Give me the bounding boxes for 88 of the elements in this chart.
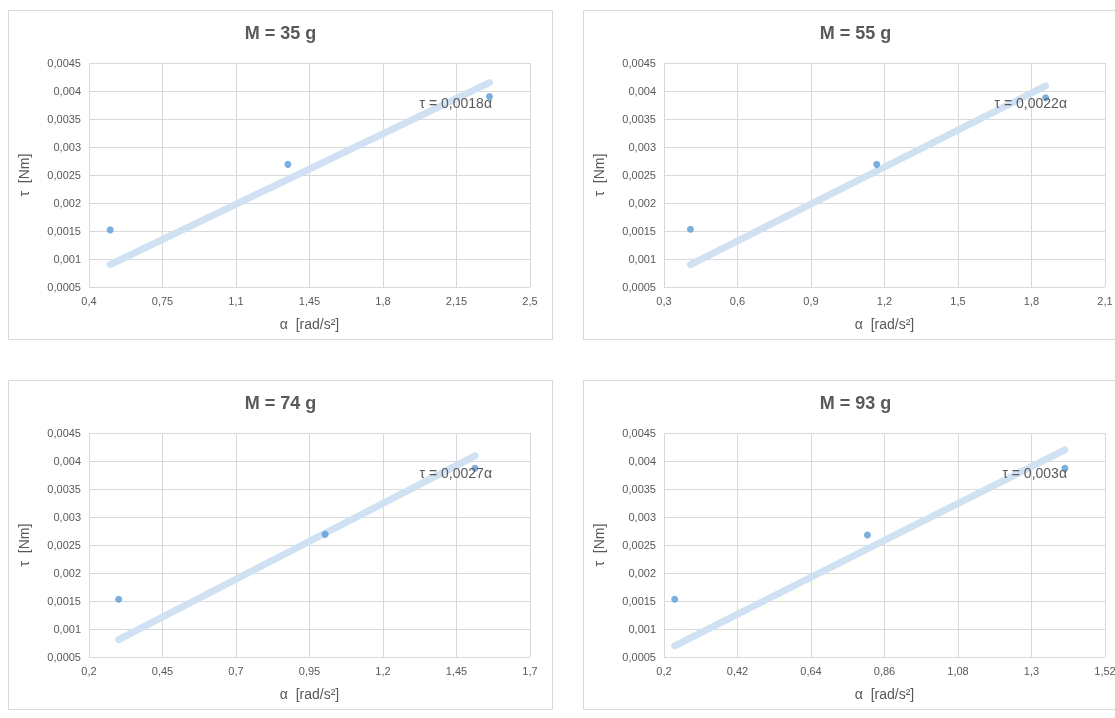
- x-tick-label: 0,4: [81, 294, 97, 307]
- y-tick-label: 0,0005: [47, 651, 81, 663]
- y-tick-label: 0,0045: [47, 57, 81, 69]
- x-tick-label: 1,3: [1023, 664, 1040, 677]
- x-tick-label: 0,2: [81, 664, 97, 677]
- annotation: τ = 0,0022α: [994, 95, 1067, 111]
- y-tick-label: 0,001: [53, 623, 81, 635]
- y-tick-label: 0,003: [53, 511, 81, 523]
- y-tick-label: 0,0035: [47, 113, 81, 125]
- x-axis-title: α [rad/s²]: [279, 316, 340, 332]
- x-tick-label: 1,8: [1023, 294, 1040, 307]
- point: [284, 160, 292, 168]
- x-axis-title: α [rad/s²]: [854, 316, 915, 332]
- x-tick-label: 0,75: [151, 294, 174, 307]
- annotation: τ = 0,003α: [1002, 465, 1067, 481]
- x-tick-label: 2,5: [522, 294, 538, 307]
- x-tick-label: 0,3: [656, 294, 672, 307]
- x-tick-label: 2,1: [1097, 294, 1113, 307]
- x-tick-label: 0,2: [656, 664, 672, 677]
- y-tick-label: 0,0025: [622, 169, 656, 181]
- y-tick-label: 0,003: [53, 141, 81, 153]
- x-axis-title: α [rad/s²]: [279, 686, 340, 702]
- y-tick-label: 0,001: [53, 253, 81, 265]
- y-axis-title: τ [Nm]: [591, 153, 607, 197]
- y-tick-label: 0,002: [628, 567, 656, 579]
- y-tick-label: 0,002: [53, 197, 81, 209]
- y-tick-label: 0,003: [628, 141, 656, 153]
- y-tick-label: 0,0035: [622, 113, 656, 125]
- y-tick-label: 0,0045: [622, 57, 656, 69]
- x-tick-label: 0,64: [800, 664, 822, 677]
- y-tick-label: 0,001: [628, 253, 656, 265]
- x-tick-label: 1,45: [445, 664, 468, 677]
- y-axis-title: τ [Nm]: [16, 153, 32, 197]
- x-tick-label: 1,8: [375, 294, 391, 307]
- chart-title: M = 93 g: [819, 393, 892, 413]
- y-tick-label: 0,0015: [622, 595, 656, 607]
- x-tick-label: 2,15: [445, 294, 468, 307]
- y-tick-label: 0,0035: [622, 483, 656, 495]
- y-tick-label: 0,0015: [47, 225, 81, 237]
- x-tick-label: 1,08: [947, 664, 969, 677]
- x-tick-label: 1,52: [1094, 664, 1115, 677]
- x-tick-label: 1,2: [375, 664, 391, 677]
- y-tick-label: 0,003: [628, 511, 656, 523]
- point: [106, 226, 114, 234]
- y-tick-label: 0,001: [628, 623, 656, 635]
- y-tick-label: 0,002: [53, 567, 81, 579]
- y-tick-label: 0,004: [628, 455, 656, 467]
- y-tick-label: 0,002: [628, 197, 656, 209]
- y-tick-label: 0,0015: [622, 225, 656, 237]
- y-tick-label: 0,0015: [47, 595, 81, 607]
- y-tick-label: 0,0005: [622, 651, 656, 663]
- x-tick-label: 1,45: [298, 294, 321, 307]
- y-tick-label: 0,0035: [47, 483, 81, 495]
- x-tick-label: 0,9: [803, 294, 819, 307]
- point: [671, 595, 679, 603]
- point: [873, 160, 881, 168]
- point: [686, 225, 694, 233]
- y-tick-label: 0,0025: [622, 539, 656, 551]
- y-tick-label: 0,004: [628, 85, 656, 97]
- y-tick-label: 0,0005: [622, 281, 656, 293]
- y-tick-label: 0,0025: [47, 539, 81, 551]
- x-tick-label: 1,2: [876, 294, 893, 307]
- x-tick-label: 1,1: [228, 294, 244, 307]
- annotation: τ = 0,0027α: [419, 465, 492, 481]
- x-tick-label: 0,95: [298, 664, 321, 677]
- x-axis-title: α [rad/s²]: [854, 686, 915, 702]
- x-tick-label: 0,42: [726, 664, 749, 677]
- y-tick-label: 0,0045: [622, 427, 656, 439]
- x-tick-label: 0,45: [151, 664, 174, 677]
- y-tick-label: 0,0045: [47, 427, 81, 439]
- y-tick-label: 0,0025: [47, 169, 81, 181]
- x-tick-label: 0,7: [228, 664, 244, 677]
- y-tick-label: 0,004: [53, 85, 81, 97]
- point: [863, 531, 871, 539]
- chart-title: M = 35 g: [244, 23, 317, 43]
- x-tick-label: 1,7: [522, 664, 538, 677]
- x-tick-label: 0,6: [729, 294, 746, 307]
- point: [321, 530, 329, 538]
- point: [115, 595, 123, 603]
- x-tick-label: 0,86: [873, 664, 896, 677]
- y-tick-label: 0,0005: [47, 281, 81, 293]
- chart-title: M = 74 g: [244, 393, 317, 413]
- y-axis-title: τ [Nm]: [16, 523, 32, 567]
- y-axis-title: τ [Nm]: [591, 523, 607, 567]
- x-tick-label: 1,5: [950, 294, 966, 307]
- chart-title: M = 55 g: [819, 23, 892, 43]
- annotation: τ = 0,0018α: [419, 95, 492, 111]
- y-tick-label: 0,004: [53, 455, 81, 467]
